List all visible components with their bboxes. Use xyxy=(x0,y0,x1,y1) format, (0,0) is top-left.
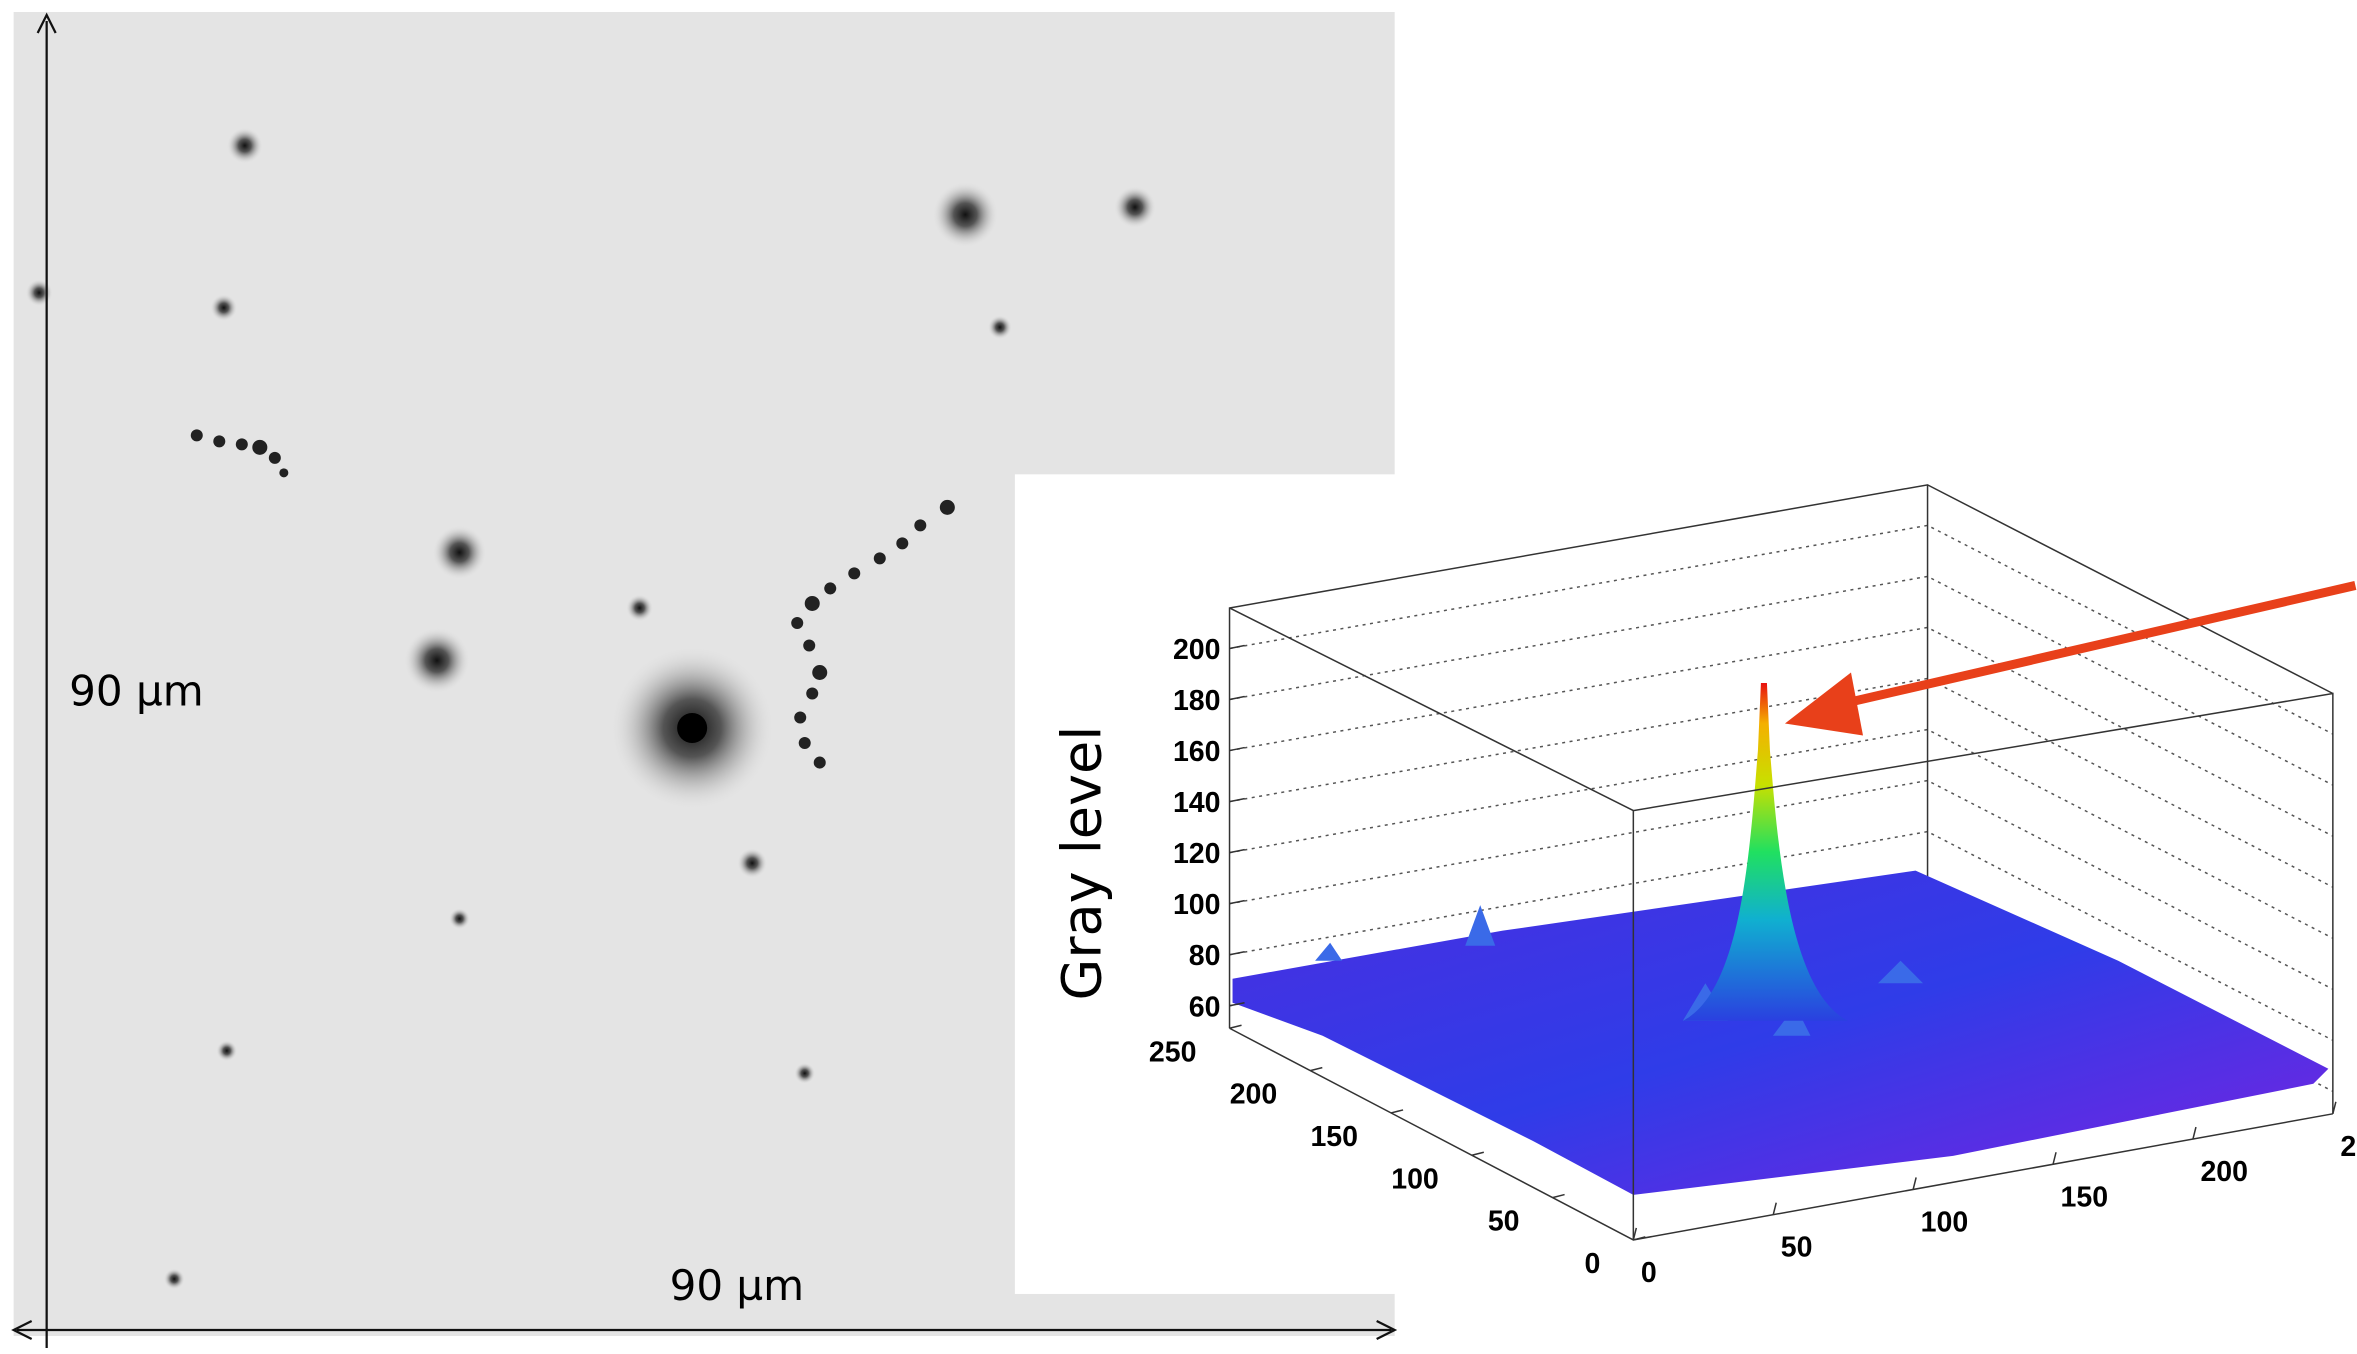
x-tick xyxy=(1772,1202,1777,1215)
y-tick-label: 50 xyxy=(1488,1206,1520,1238)
x-tick-label: 0 xyxy=(1641,1257,1657,1289)
vertical-scale-label: 90 µm xyxy=(69,667,203,716)
scale-arrows xyxy=(11,12,1398,1348)
x-tick-label: 200 xyxy=(2200,1156,2248,1188)
z-tick-label: 60 xyxy=(1189,991,1221,1023)
y-tick-label: 150 xyxy=(1310,1121,1358,1153)
y-tick-label: 100 xyxy=(1391,1163,1439,1195)
y-tick-label: 200 xyxy=(1230,1079,1278,1111)
y-tick-label: 0 xyxy=(1584,1248,1600,1280)
z-tick xyxy=(1229,1002,1245,1007)
z-tick xyxy=(1229,644,1245,650)
y-tick-label: 250 xyxy=(1149,1036,1197,1068)
y-tick xyxy=(1633,1236,1646,1241)
x-tick-label: 100 xyxy=(1921,1207,1969,1239)
z-tick xyxy=(1229,950,1245,956)
z-tick-label: 120 xyxy=(1173,838,1221,870)
y-tick xyxy=(1310,1066,1323,1072)
z-tick xyxy=(1229,797,1245,803)
z-tick-label: 100 xyxy=(1173,889,1221,921)
x-tick-label: 150 xyxy=(2061,1181,2109,1213)
horizontal-scale-label: 90 µm xyxy=(670,1261,804,1310)
y-tick xyxy=(1471,1151,1485,1156)
z-tick xyxy=(1229,746,1245,752)
z-tick-label: 80 xyxy=(1189,940,1221,972)
z-tick-label: 200 xyxy=(1173,634,1221,666)
z-tick xyxy=(1229,899,1245,905)
z-tick xyxy=(1229,695,1245,701)
z-tick-label: 180 xyxy=(1173,685,1221,717)
y-tick xyxy=(1390,1109,1404,1114)
x-tick xyxy=(1632,1227,1638,1241)
x-tick xyxy=(2332,1101,2337,1115)
y-tick xyxy=(1229,1024,1242,1029)
x-tick-label: 50 xyxy=(1781,1232,1813,1264)
x-tick xyxy=(1912,1177,1917,1190)
ticks: 60 80 100 120 140 160 180 200 0 50 100 150 200 250 0 50… xyxy=(1149,634,2357,1289)
z-tick xyxy=(1229,848,1245,854)
z-tick-label: 140 xyxy=(1173,787,1221,819)
z-axis-label: Gray level xyxy=(1050,726,1113,1001)
x-tick-label: 250 xyxy=(2340,1131,2357,1163)
track xyxy=(190,429,955,769)
peak xyxy=(1682,683,1848,1021)
z-tick-label: 160 xyxy=(1173,736,1221,768)
x-tick xyxy=(2192,1126,2197,1140)
pointer-arrow xyxy=(1784,581,2357,736)
y-tick xyxy=(1552,1193,1565,1199)
plot-box xyxy=(1228,484,2334,1029)
x-tick xyxy=(2052,1152,2057,1165)
